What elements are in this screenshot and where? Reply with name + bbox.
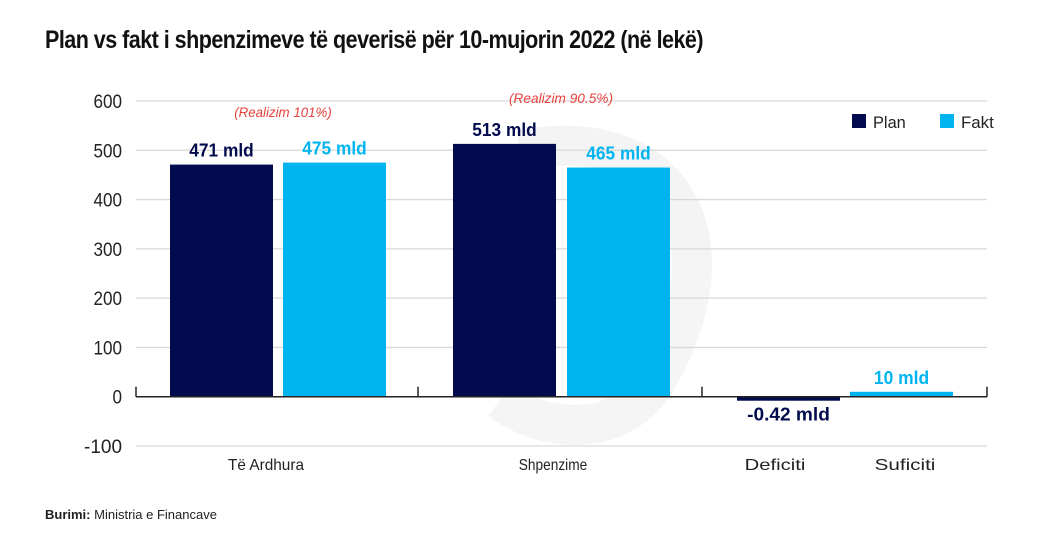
bar-fakt bbox=[850, 391, 953, 397]
legend-swatch-plan bbox=[852, 114, 866, 128]
data-label: 475 mld bbox=[302, 139, 366, 159]
y-tick-label: 300 bbox=[94, 240, 123, 261]
realization-annotation: (Realizim 101%) bbox=[234, 104, 332, 120]
realization-annotation: (Realizim 90.5%) bbox=[509, 90, 613, 106]
x-tick-label: Deficiti bbox=[745, 457, 806, 474]
source-text: Ministria e Financave bbox=[94, 507, 217, 522]
data-label: 471 mld bbox=[189, 141, 253, 161]
source-label: Burimi: bbox=[45, 507, 91, 522]
data-label: 465 mld bbox=[586, 144, 650, 164]
bar-plan bbox=[453, 143, 556, 397]
legend-label-fakt: Fakt bbox=[961, 113, 994, 132]
bar-plan bbox=[737, 396, 840, 401]
bar-fakt bbox=[567, 167, 670, 397]
bar-fakt bbox=[283, 162, 386, 397]
legend-label-plan: Plan bbox=[873, 113, 906, 132]
source-note: Burimi: Ministria e Financave bbox=[45, 507, 217, 522]
y-tick-label: 200 bbox=[94, 289, 123, 310]
x-tick-label: Shpenzime bbox=[519, 457, 587, 474]
data-label: 513 mld bbox=[472, 120, 536, 140]
legend-swatch-fakt bbox=[940, 114, 954, 128]
data-label: -0.42 mld bbox=[747, 405, 830, 425]
x-tick-label: Të Ardhura bbox=[228, 457, 304, 474]
y-tick-label: 400 bbox=[94, 191, 123, 212]
chart-title: Plan vs fakt i shpenzimeve të qeverisë p… bbox=[45, 26, 704, 54]
y-tick-label: 600 bbox=[94, 92, 123, 113]
y-tick-label: -100 bbox=[84, 437, 122, 458]
y-tick-label: 0 bbox=[113, 388, 123, 409]
y-tick-label: 100 bbox=[94, 338, 123, 359]
bar-plan bbox=[170, 164, 273, 397]
x-tick-label: Suficiti bbox=[875, 457, 936, 474]
y-tick-label: 500 bbox=[94, 141, 123, 162]
data-label: 10 mld bbox=[874, 368, 929, 388]
